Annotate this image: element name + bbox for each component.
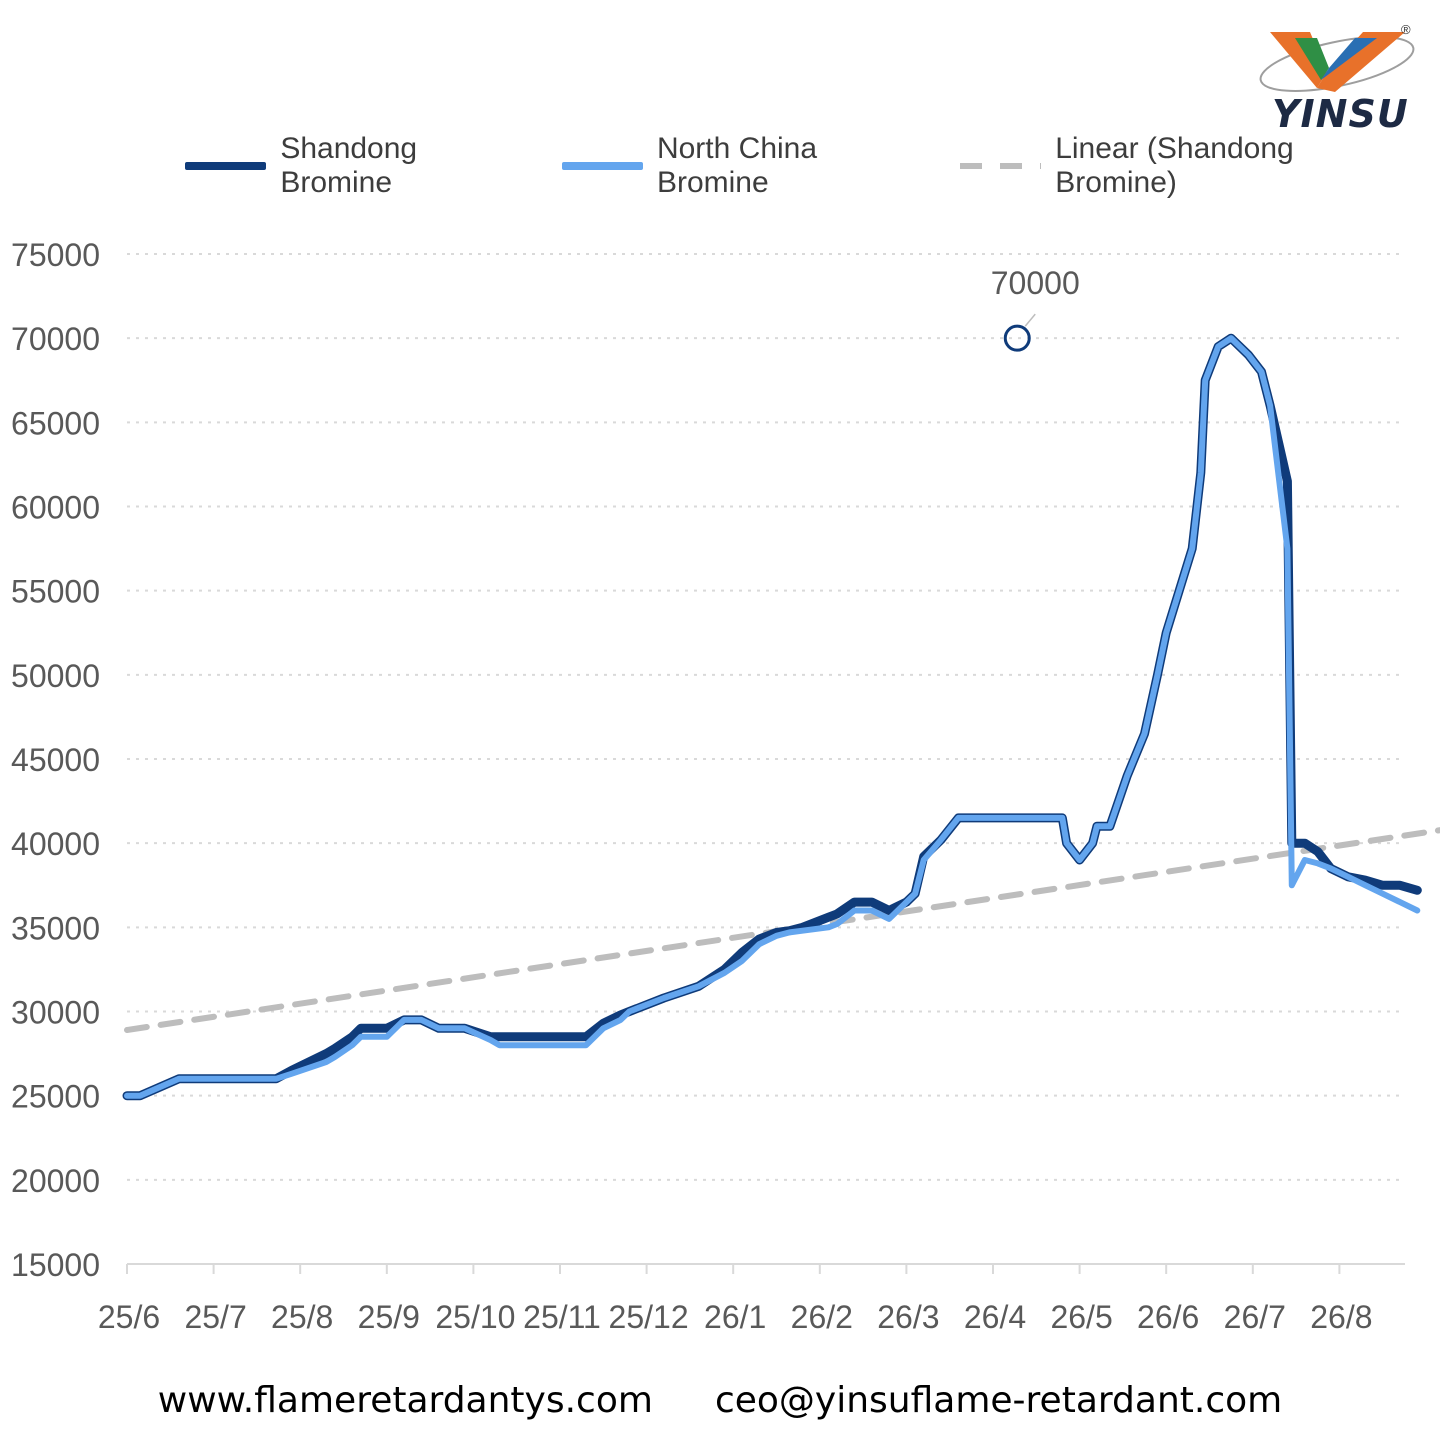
footer: www.flameretardantys.com ceo@yinsuflame-… [0, 1380, 1440, 1421]
y-tick-label: 65000 [11, 405, 100, 441]
x-tick-label: 25/10 [435, 1299, 515, 1335]
legend-swatch-north-china [561, 162, 643, 170]
x-tick-label: 25/12 [609, 1299, 689, 1335]
y-tick-label: 35000 [11, 910, 100, 946]
legend-swatch-trend [959, 163, 1042, 169]
x-tick-label: 26/8 [1310, 1299, 1372, 1335]
series-line-north-china [124, 335, 1421, 1099]
y-tick-label: 15000 [11, 1247, 100, 1283]
annotation-leader [1024, 313, 1036, 327]
legend-item-shandong: Shandong Bromine [185, 132, 518, 200]
x-tick-label: 26/6 [1137, 1299, 1199, 1335]
website-link[interactable]: www.flameretardantys.com [157, 1380, 653, 1421]
y-tick-label: 25000 [11, 1079, 100, 1115]
x-tick-label: 26/1 [704, 1299, 766, 1335]
x-tick-label: 26/4 [964, 1299, 1026, 1335]
email-link[interactable]: ceo@yinsuflame-retardant.com [714, 1380, 1283, 1421]
x-tick-label: 25/7 [184, 1299, 246, 1335]
y-tick-label: 75000 [11, 237, 100, 273]
yinsu-emblem-icon [1259, 32, 1415, 92]
y-tick-label: 55000 [11, 574, 100, 610]
x-tick-label: 26/2 [791, 1299, 853, 1335]
legend-item-trend: Linear (Shandong Bromine) [959, 132, 1396, 200]
series-line-shandong [122, 333, 1422, 1101]
legend-label-shandong: Shandong Bromine [280, 132, 418, 199]
x-tick-label: 25/11 [523, 1299, 601, 1335]
y-tick-label: 30000 [11, 995, 100, 1031]
brand-name: YINSU [1272, 92, 1409, 136]
x-tick-label: 25/9 [358, 1299, 420, 1335]
y-tick-label: 40000 [11, 826, 100, 862]
y-tick-label: 50000 [11, 658, 100, 694]
y-tick-label: 20000 [11, 1163, 100, 1199]
legend-swatch-shandong [185, 162, 267, 170]
y-tick-label: 45000 [11, 742, 100, 778]
x-tick-label: 26/5 [1050, 1299, 1112, 1335]
peak-data-label: 70000 [991, 265, 1080, 301]
x-tick-label: 26/3 [877, 1299, 939, 1335]
y-tick-label: 70000 [11, 321, 100, 357]
x-tick-label: 25/8 [271, 1299, 333, 1335]
chart-legend: Shandong Bromine North China Bromine Lin… [185, 132, 1440, 199]
peak-marker [1003, 324, 1031, 352]
y-tick-label: 60000 [11, 490, 100, 526]
legend-label-trend: Linear (Shandong Bromine) [1055, 132, 1294, 199]
legend-label-north-china: North China Bromine [656, 132, 818, 199]
registered-mark: ® [1401, 22, 1411, 37]
x-tick-label: 26/7 [1224, 1299, 1286, 1335]
legend-item-north-china: North China Bromine [561, 132, 916, 200]
x-tick-label: 25/6 [98, 1299, 160, 1335]
line-chart: 15000 20000 25000 30000 35000 40000 45000 50000… [11, 237, 1440, 1335]
yinsu-logo: ® [1255, 22, 1425, 142]
